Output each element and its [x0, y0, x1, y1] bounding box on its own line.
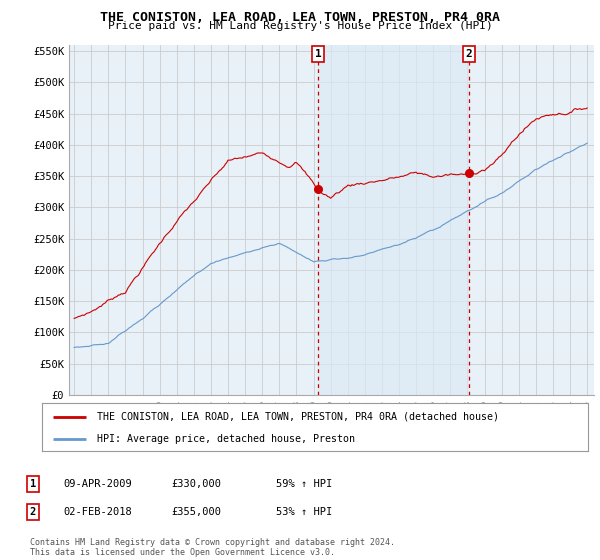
Text: 09-APR-2009: 09-APR-2009: [63, 479, 132, 489]
Text: 1: 1: [315, 49, 322, 59]
Text: 2: 2: [30, 507, 36, 517]
Text: £355,000: £355,000: [171, 507, 221, 517]
Text: THE CONISTON, LEA ROAD, LEA TOWN, PRESTON, PR4 0RA (detached house): THE CONISTON, LEA ROAD, LEA TOWN, PRESTO…: [97, 412, 499, 422]
Text: Price paid vs. HM Land Registry's House Price Index (HPI): Price paid vs. HM Land Registry's House …: [107, 21, 493, 31]
Text: 02-FEB-2018: 02-FEB-2018: [63, 507, 132, 517]
Text: 59% ↑ HPI: 59% ↑ HPI: [276, 479, 332, 489]
Text: 53% ↑ HPI: 53% ↑ HPI: [276, 507, 332, 517]
Text: Contains HM Land Registry data © Crown copyright and database right 2024.
This d: Contains HM Land Registry data © Crown c…: [30, 538, 395, 557]
Text: 1: 1: [30, 479, 36, 489]
Text: 2: 2: [466, 49, 472, 59]
Text: £330,000: £330,000: [171, 479, 221, 489]
Text: THE CONISTON, LEA ROAD, LEA TOWN, PRESTON, PR4 0RA: THE CONISTON, LEA ROAD, LEA TOWN, PRESTO…: [100, 11, 500, 24]
Bar: [318, 45, 469, 395]
Text: HPI: Average price, detached house, Preston: HPI: Average price, detached house, Pres…: [97, 434, 355, 444]
